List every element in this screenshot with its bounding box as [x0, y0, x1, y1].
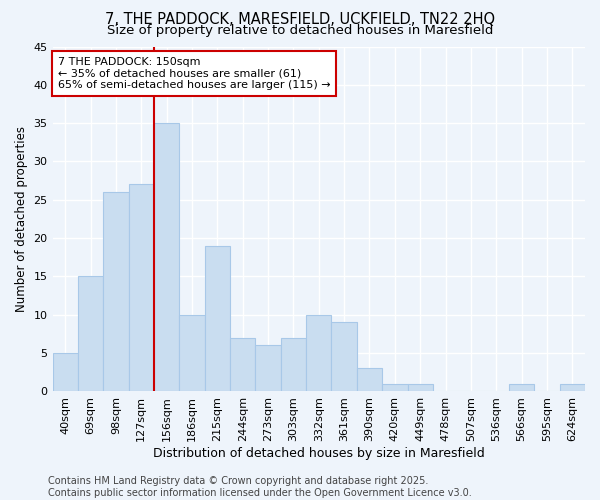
Bar	[281, 338, 306, 392]
Text: Contains HM Land Registry data © Crown copyright and database right 2025.
Contai: Contains HM Land Registry data © Crown c…	[48, 476, 472, 498]
Bar	[154, 123, 179, 392]
Bar	[205, 246, 230, 392]
X-axis label: Distribution of detached houses by size in Maresfield: Distribution of detached houses by size …	[153, 447, 485, 460]
Bar	[560, 384, 585, 392]
Bar	[357, 368, 382, 392]
Bar	[128, 184, 154, 392]
Text: 7 THE PADDOCK: 150sqm
← 35% of detached houses are smaller (61)
65% of semi-deta: 7 THE PADDOCK: 150sqm ← 35% of detached …	[58, 57, 331, 90]
Bar	[331, 322, 357, 392]
Bar	[509, 384, 534, 392]
Bar	[103, 192, 128, 392]
Bar	[306, 315, 331, 392]
Bar	[230, 338, 256, 392]
Text: 7, THE PADDOCK, MARESFIELD, UCKFIELD, TN22 2HQ: 7, THE PADDOCK, MARESFIELD, UCKFIELD, TN…	[105, 12, 495, 28]
Text: Size of property relative to detached houses in Maresfield: Size of property relative to detached ho…	[107, 24, 493, 37]
Y-axis label: Number of detached properties: Number of detached properties	[15, 126, 28, 312]
Bar	[78, 276, 103, 392]
Bar	[179, 315, 205, 392]
Bar	[407, 384, 433, 392]
Bar	[256, 346, 281, 392]
Bar	[53, 353, 78, 392]
Bar	[382, 384, 407, 392]
